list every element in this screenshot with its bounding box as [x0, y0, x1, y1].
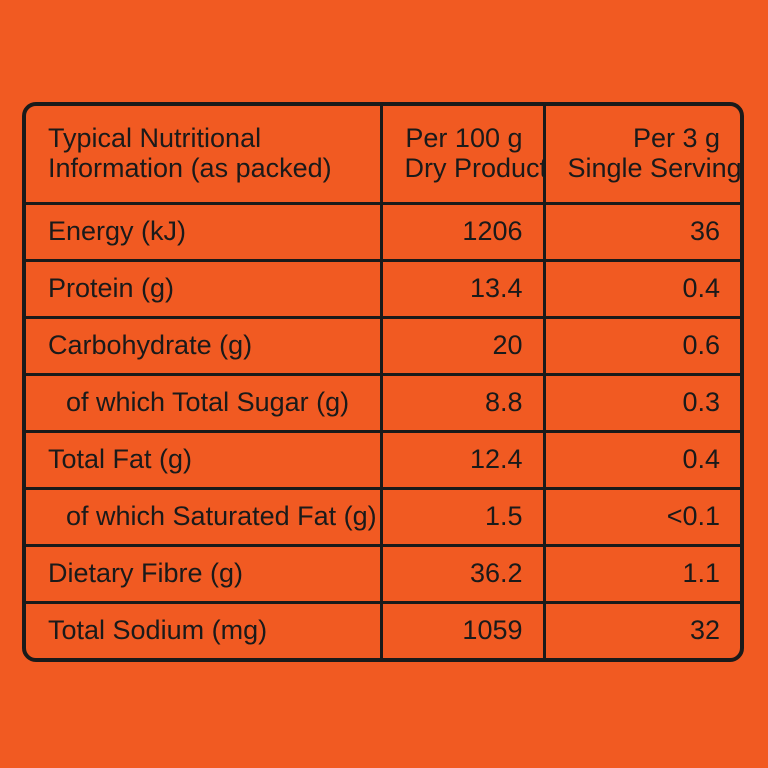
row-label: Carbohydrate (g): [26, 315, 383, 376]
header-serving-cell: Per 3 g Single Serving: [542, 106, 741, 205]
table-row: of which Total Sugar (g) 8.8 0.3: [26, 372, 740, 433]
header-per100-line2: Dry Product: [404, 152, 544, 183]
nutrition-panel: Typical Nutritional Information (as pack…: [22, 102, 744, 662]
row-per100-value: 36.2: [379, 543, 546, 604]
row-label: Dietary Fibre (g): [26, 543, 383, 604]
row-label: Energy (kJ): [26, 201, 383, 262]
row-serving-value: 32: [542, 600, 740, 658]
table-row: Dietary Fibre (g) 36.2 1.1: [26, 543, 740, 604]
row-per100-value: 1.5: [379, 486, 546, 547]
row-label: Protein (g): [26, 258, 383, 319]
table-row: Energy (kJ) 1206 36: [26, 201, 740, 262]
table-row: Protein (g) 13.4 0.4: [26, 258, 740, 319]
row-label: of which Total Sugar (g): [26, 372, 383, 433]
row-serving-value: 36: [542, 201, 740, 262]
header-serving-line1: Per 3 g: [632, 123, 720, 154]
table-row: Total Sodium (mg) 1059 32: [26, 600, 740, 658]
row-serving-value: 0.3: [542, 372, 740, 433]
row-per100-value: 20: [379, 315, 546, 376]
row-per100-value: 13.4: [379, 258, 546, 319]
table-row: of which Saturated Fat (g) 1.5 <0.1: [26, 486, 740, 547]
table-row: Carbohydrate (g) 20 0.6: [26, 315, 740, 376]
row-label: of which Saturated Fat (g): [26, 486, 383, 547]
header-serving-line2: Single Serving: [567, 152, 741, 183]
table-header-row: Typical Nutritional Information (as pack…: [26, 106, 741, 205]
row-label: Total Fat (g): [26, 429, 383, 490]
header-label-line2: Information (as packed): [48, 152, 332, 183]
row-serving-value: 0.6: [542, 315, 740, 376]
row-serving-value: <0.1: [542, 486, 740, 547]
nutrition-table: Typical Nutritional Information (as pack…: [26, 106, 741, 658]
row-label: Total Sodium (mg): [26, 600, 383, 658]
row-serving-value: 0.4: [542, 258, 740, 319]
header-label-cell: Typical Nutritional Information (as pack…: [26, 106, 383, 205]
row-per100-value: 1206: [379, 201, 546, 262]
row-per100-value: 1059: [379, 600, 546, 658]
header-per100-cell: Per 100 g Dry Product: [379, 106, 546, 205]
table-row: Total Fat (g) 12.4 0.4: [26, 429, 740, 490]
header-label-line1: Typical Nutritional: [48, 123, 262, 154]
row-serving-value: 1.1: [542, 543, 740, 604]
row-per100-value: 12.4: [379, 429, 546, 490]
header-per100-line1: Per 100 g: [405, 123, 523, 154]
row-serving-value: 0.4: [542, 429, 740, 490]
row-per100-value: 8.8: [379, 372, 546, 433]
